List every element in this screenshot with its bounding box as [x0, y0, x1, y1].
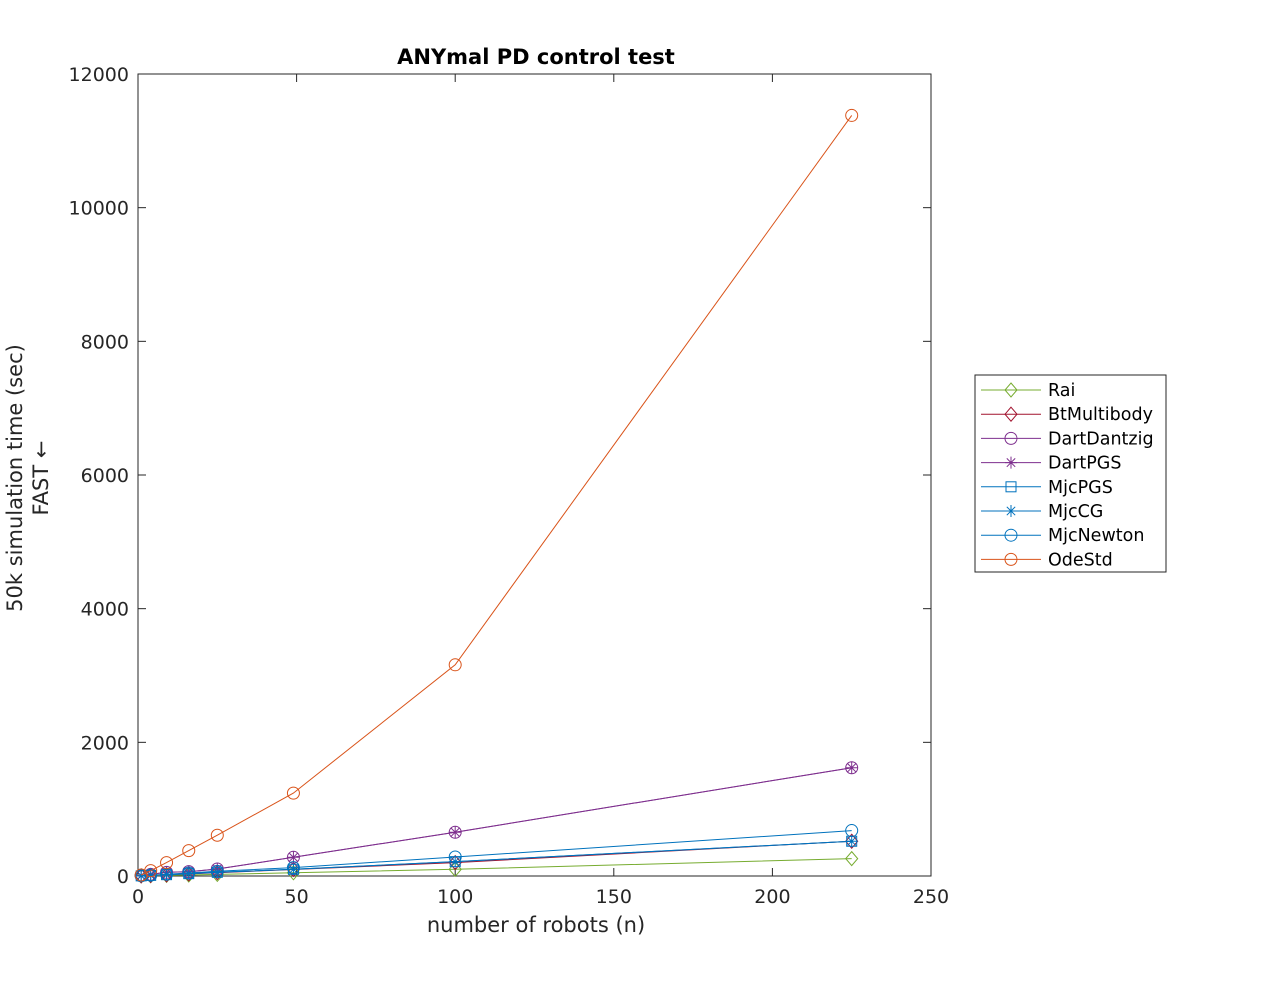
data-point: [160, 856, 174, 870]
x-axis-label: number of robots (n): [427, 913, 645, 937]
series-odestd: [134, 108, 859, 882]
legend-label: BtMultibody: [1048, 405, 1153, 425]
data-point: [286, 786, 300, 800]
data-point: [210, 864, 224, 881]
y-tick-label: 4000: [81, 599, 129, 621]
legend-entry: DartPGS: [981, 454, 1121, 474]
data-point: [449, 855, 462, 868]
y-tick-label: 10000: [69, 198, 129, 220]
series-line: [141, 830, 852, 877]
data-point: [211, 866, 224, 879]
data-point: [448, 854, 462, 871]
data-point: [210, 828, 224, 842]
chart-title: ANYmal PD control test: [397, 45, 675, 69]
x-tick-label: 50: [285, 886, 309, 908]
y-tick-label: 2000: [81, 732, 129, 754]
plot-area: [137, 73, 932, 877]
x-tick-label: 100: [437, 886, 473, 908]
legend-label: MjcCG: [1048, 502, 1103, 522]
data-point: [845, 761, 858, 774]
y-tick-label: 6000: [81, 465, 129, 487]
data-point: [182, 844, 196, 858]
legend-marker: [1004, 406, 1018, 422]
data-point: [210, 864, 224, 878]
legend-marker: [1004, 431, 1018, 445]
legend-entry: Rai: [981, 381, 1075, 401]
x-tick-label: 250: [913, 886, 949, 908]
legend-marker: [1004, 552, 1018, 566]
legend-label: Rai: [1048, 381, 1075, 401]
y-tick-label: 12000: [69, 64, 129, 86]
data-point: [287, 851, 300, 864]
x-tick-label: 200: [754, 886, 790, 908]
data-point: [845, 850, 859, 867]
data-point: [845, 833, 859, 850]
data-point: [845, 108, 859, 122]
x-tick-label: 150: [596, 886, 632, 908]
x-tick-label: 0: [132, 886, 144, 908]
legend-label: MjcNewton: [1048, 526, 1144, 546]
legend-marker: [1005, 456, 1017, 469]
x-axis-ticks: 0 50 100 150 200 250: [132, 74, 949, 908]
y-tick-label: 8000: [81, 331, 129, 353]
data-point: [144, 864, 158, 878]
data-point: [286, 865, 301, 881]
legend-entry: MjcPGS: [981, 478, 1113, 498]
legend-label: DartPGS: [1048, 454, 1121, 474]
data-point: [287, 863, 300, 876]
data-point: [845, 824, 859, 838]
data-point: [449, 826, 462, 839]
data-point: [845, 835, 858, 848]
legend-entry: DartDantzig: [981, 429, 1154, 449]
legend-label: DartDantzig: [1048, 429, 1154, 449]
legend-marker: [1004, 382, 1018, 398]
legend-marker: [1004, 528, 1018, 542]
data-point: [144, 868, 158, 882]
legend-entry: MjcCG: [981, 502, 1103, 522]
legend-entry: MjcNewton: [981, 526, 1144, 546]
y-tick-label: 0: [117, 866, 129, 888]
data-point: [135, 869, 148, 882]
legend: Rai BtMultibody DartDantzig DartPGS MjcPGS Mj…: [974, 374, 1167, 573]
y-axis-direction-label: FAST ←: [29, 441, 53, 516]
legend-label: OdeStd: [1048, 550, 1113, 570]
series-layer: [134, 108, 859, 884]
data-point: [448, 658, 462, 672]
data-point: [182, 867, 195, 880]
legend-entry: OdeStd: [981, 550, 1113, 570]
data-point: [286, 861, 300, 875]
data-point: [182, 866, 196, 880]
legend-label: MjcPGS: [1048, 478, 1113, 498]
series-line: [140, 115, 853, 876]
y-axis-label: 50k simulation time (sec): [3, 344, 27, 612]
data-point: [448, 850, 462, 864]
legend-marker: [1005, 481, 1017, 493]
series-mjcnewton: [134, 824, 859, 883]
legend-entry: BtMultibody: [981, 405, 1153, 425]
legend-marker: [1005, 505, 1017, 517]
